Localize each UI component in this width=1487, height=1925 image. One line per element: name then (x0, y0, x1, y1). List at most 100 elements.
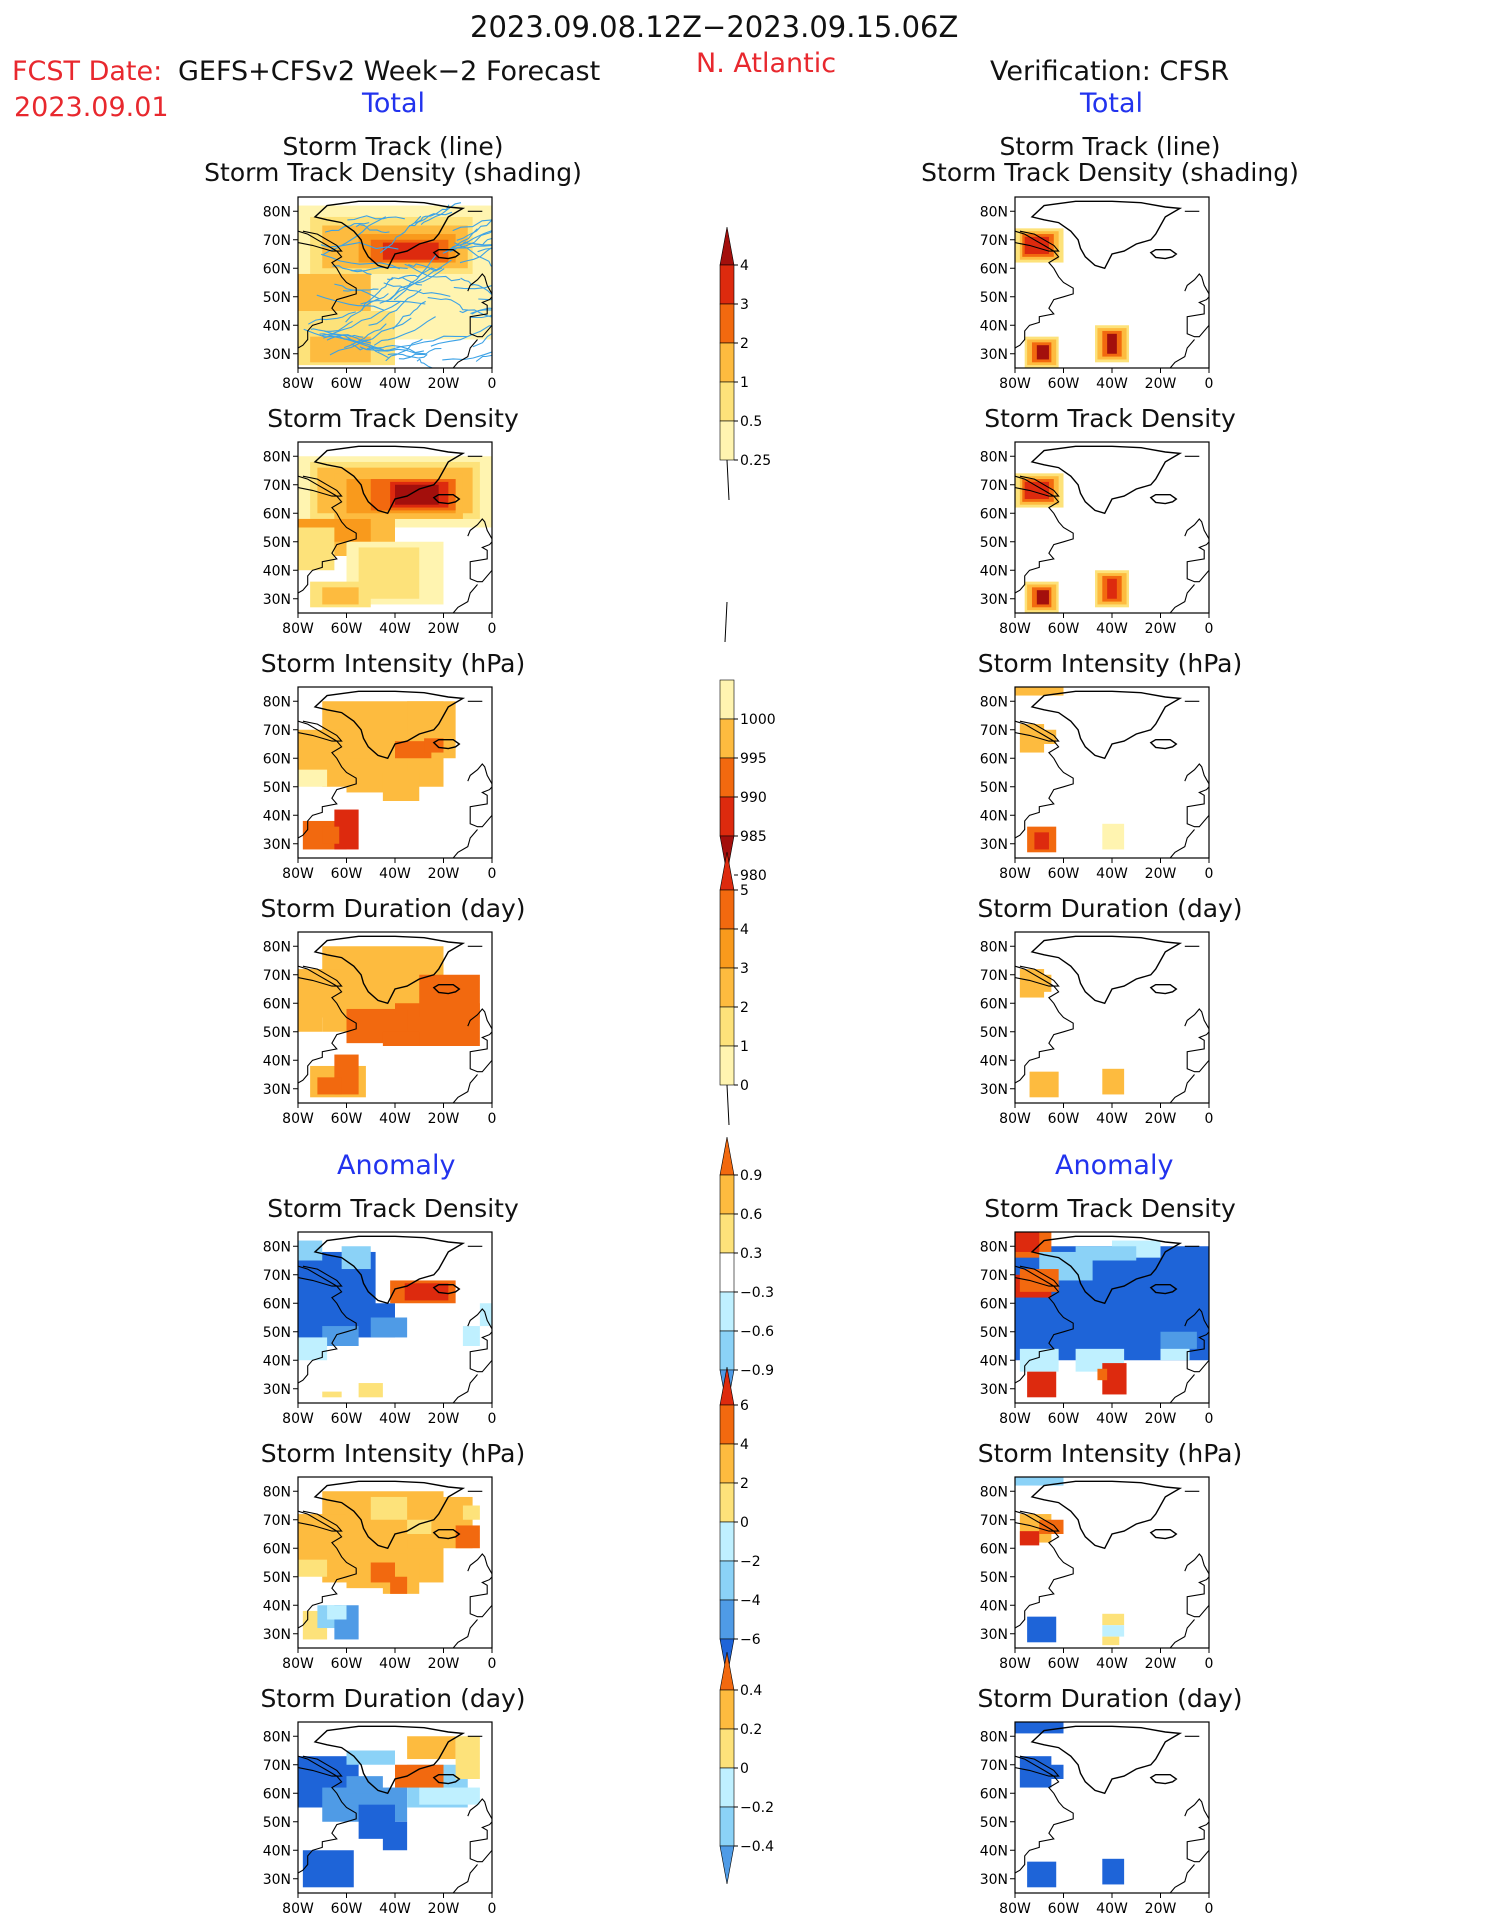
lon-tick-label: 40W (379, 1901, 411, 1917)
shade-cell (462, 1505, 480, 1520)
shade-cell (298, 1017, 323, 1032)
coastline (1184, 518, 1209, 583)
storm-track-line (322, 216, 387, 256)
lon-tick-label: 20W (428, 1111, 460, 1127)
coastline (1030, 690, 1183, 760)
lon-tick-label: 0 (1205, 621, 1214, 637)
colorbar-label: −0.4 (740, 1839, 774, 1855)
shade-cell (1015, 1722, 1064, 1734)
lon-tick-label: 60W (1048, 1901, 1080, 1917)
colorbar-swatch (719, 1728, 735, 1769)
coastline (1015, 965, 1060, 987)
coastline (1169, 1074, 1195, 1103)
storm-track-line (360, 300, 426, 305)
coastline (1149, 494, 1178, 505)
coastline (1030, 1725, 1183, 1795)
coastline (298, 475, 357, 594)
shade-cell (1102, 1068, 1125, 1095)
colorbar-swatch (719, 679, 735, 720)
lat-tick-label: 40N (263, 1353, 291, 1369)
coastline (298, 475, 343, 497)
colorbar-track_density: 4 3 2 1 0.5 0.25 (719, 226, 771, 501)
coastline (432, 984, 461, 995)
lat-tick-label: 50N (263, 1570, 291, 1586)
lon-tick-label: 20W (428, 1656, 460, 1672)
coastline (1184, 1008, 1209, 1073)
coastline (432, 249, 461, 260)
region-label: N. Atlantic (696, 48, 837, 79)
lat-tick-label: 60N (980, 261, 1008, 277)
lat-tick-label: 70N (263, 478, 291, 494)
coastline (1149, 1529, 1178, 1540)
coastline (1015, 1755, 1060, 1777)
lon-tick-label: 0 (1205, 1901, 1214, 1917)
storm-track-line (393, 253, 438, 301)
storm-track-line (324, 222, 370, 233)
lon-tick-label: 0 (488, 1901, 497, 1917)
colorbar-duration: 5 4 3 2 1 0 (719, 851, 749, 1126)
coastline (313, 445, 466, 515)
coastline (1169, 1864, 1195, 1893)
lat-tick-label: 80N (263, 1239, 291, 1255)
colorbar-swatch (719, 1521, 735, 1562)
coastline (298, 965, 357, 1084)
shade-cell (1102, 823, 1125, 850)
map-left-duration-anom: 80N 70N 60N 50N 40N 30N 80W 60W 40W 20W 0 (263, 1721, 497, 1917)
coastline (298, 1265, 357, 1384)
storm-track-line (321, 300, 402, 337)
lon-tick-label: 20W (428, 1411, 460, 1427)
shade-cell (317, 1077, 342, 1095)
anomaly-label-left: Anomaly (337, 1150, 456, 1181)
title-intensity-anom-right: Storm Intensity (hPa) (977, 1439, 1243, 1468)
shade-cell (322, 1391, 342, 1398)
lat-tick-label: 30N (980, 837, 1008, 853)
shade-cell (395, 1764, 444, 1788)
lat-tick-label: 40N (980, 808, 1008, 824)
colorbar-label: −0.2 (740, 1800, 774, 1816)
shade-cell (1039, 1764, 1064, 1779)
colorbar-label: 3 (740, 297, 749, 313)
coastline (1184, 273, 1209, 338)
coastline (1015, 1510, 1060, 1532)
lat-tick-label: 60N (980, 996, 1008, 1012)
coastline (452, 339, 478, 368)
colorbar-swatch (719, 1252, 735, 1293)
storm-track-line (398, 347, 442, 360)
lon-tick-label: 0 (488, 621, 497, 637)
storm-track-line (456, 219, 492, 241)
lon-tick-label: 80W (999, 866, 1031, 882)
lon-tick-label: 40W (1096, 866, 1128, 882)
coastline (1169, 584, 1195, 613)
shade-cell (419, 1787, 480, 1805)
storm-track-line (477, 247, 492, 253)
coastline (467, 273, 492, 338)
lat-tick-label: 30N (980, 592, 1008, 608)
coastline (1169, 339, 1195, 368)
title-duration-anom-right: Storm Duration (day) (977, 1684, 1243, 1713)
lon-tick-label: 40W (1096, 1901, 1128, 1917)
colorbar-label: 1 (740, 1039, 749, 1055)
shade-cell (298, 1559, 328, 1577)
lon-tick-label: 80W (999, 1411, 1031, 1427)
shade-cell (1034, 974, 1052, 992)
lat-tick-label: 50N (980, 1815, 1008, 1831)
map-left-duration: 80N 70N 60N 50N 40N 30N 80W 60W 40W 20W 0 (263, 931, 496, 1127)
coastline (298, 1510, 357, 1629)
storm-track-line (350, 266, 408, 273)
lat-tick-label: 70N (263, 233, 291, 249)
lat-tick-label: 70N (980, 1758, 1008, 1774)
storm-track-line (320, 253, 401, 270)
colorbar-intensity_anomaly: 6 4 2 0 −2 −4 −6 (719, 1366, 761, 1678)
lat-tick-label: 50N (263, 1815, 291, 1831)
lat-tick-label: 80N (980, 694, 1008, 710)
coastline (1015, 965, 1074, 1084)
shade-cell (298, 527, 335, 571)
colorbar-duration_anomaly: 0.4 0.2 0 −0.2 −0.4 (719, 1651, 774, 1885)
coastline (298, 1755, 343, 1777)
colorbar-label: 2 (740, 1476, 749, 1492)
storm-track-line (355, 224, 390, 234)
anomaly-label-right: Anomaly (1055, 1150, 1174, 1181)
title-intensity-right: Storm Intensity (hPa) (977, 649, 1243, 678)
coastline (1030, 445, 1183, 515)
lon-tick-label: 60W (331, 1901, 363, 1917)
